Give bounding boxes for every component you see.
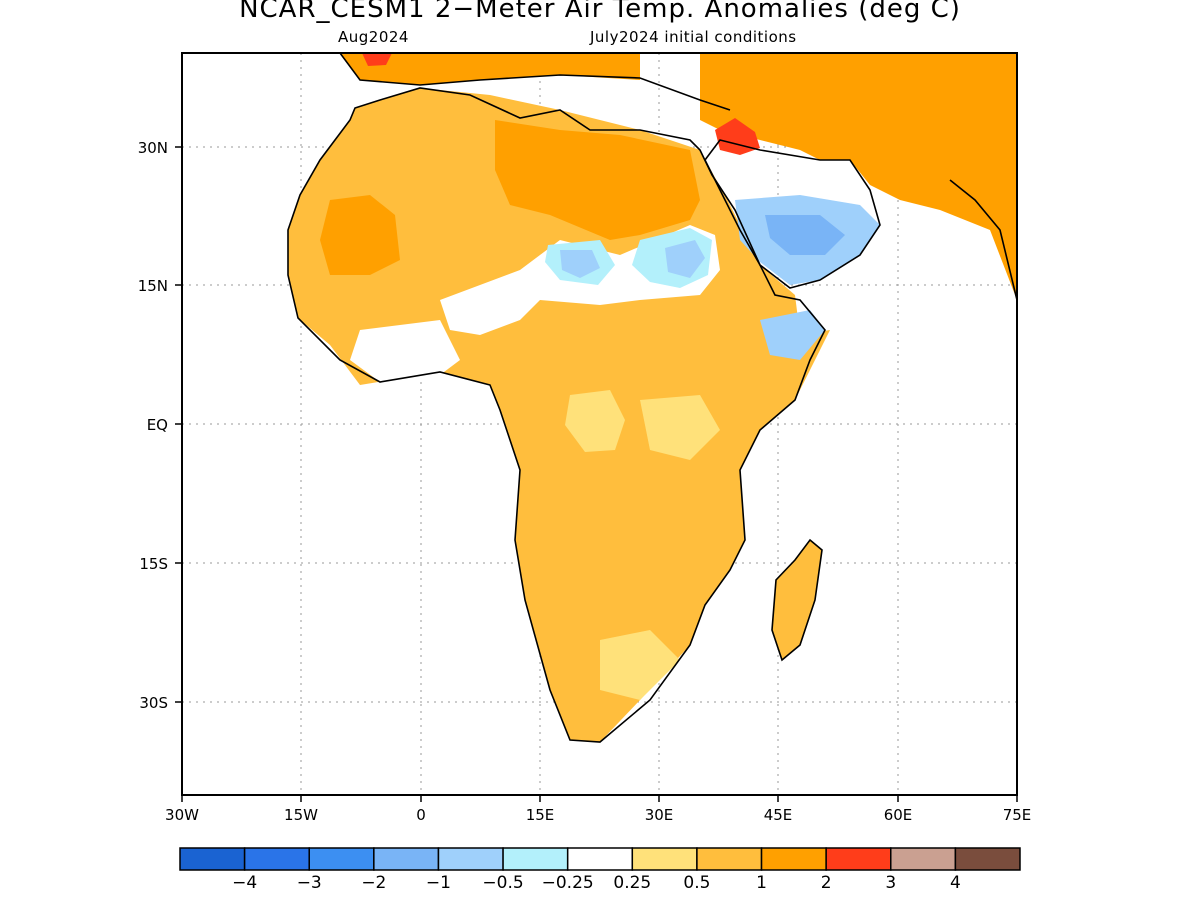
india-coastline [949,179,1017,301]
colorbar-label: −0.5 [482,873,523,893]
colorbar-swatch [760,847,827,871]
colorbar-label: 0.5 [683,873,710,893]
congo-neutral [565,390,625,452]
lon-label: 0 [416,806,426,824]
lon-label: 30W [165,806,199,824]
spain-hotspot [362,53,392,66]
colorbar-label: 0.25 [613,873,651,893]
arabia-coastline [704,139,881,289]
colorbar-swatch [179,847,246,871]
africa-coastline [287,87,826,743]
lon-label: 15E [526,806,555,824]
lat-labels: 30N 15N EQ 15S 30S [138,139,168,712]
northern-africa-anomaly [495,120,700,240]
lon-label: 75E [1003,806,1032,824]
lon-label: 15W [284,806,318,824]
colorbar-swatch [825,847,892,871]
colorbar-swatch [502,847,569,871]
lon-label: 45E [764,806,793,824]
tick-marks [175,146,1018,802]
colorbar-swatch [954,847,1021,871]
madagascar-anomaly [772,540,822,660]
coastlines [287,53,1017,743]
anomaly-shading [288,53,1017,742]
lon-label: 30E [645,806,674,824]
lat-label: 30S [139,694,168,712]
west-africa-neutral [350,320,460,382]
arabia-cool-core [765,215,845,255]
sudan-cool-core [665,240,705,278]
colorbar-label: 2 [821,873,832,893]
horn-cool-area [760,310,825,360]
middle-east-anomaly [700,53,1017,300]
colorbar-swatch [373,847,440,871]
valid-month: Aug2024 [338,28,409,46]
iberia-anomaly [340,53,640,85]
initial-conditions: July2024 initial conditions [590,28,797,46]
colorbar: −4 −3 −2 −1 −0.5 −0.25 0.25 0.5 1 2 3 4 [179,847,1021,893]
lon-labels: 30W 15W 0 15E 30E 45E 60E 75E [165,806,1031,824]
colorbar-label: −4 [232,873,257,893]
colorbar-label: −2 [361,873,386,893]
lat-label: 15S [139,555,168,573]
colorbar-label: 4 [950,873,961,893]
colorbar-label: −0.25 [542,873,594,893]
chad-cool-core [560,250,600,278]
east-africa-light [640,395,720,460]
madagascar-coastline [771,538,823,662]
lat-label: 15N [138,277,168,295]
map-title: NCAR_CESM1 2−Meter Air Temp. Anomalies (… [239,0,961,24]
colorbar-label: 1 [756,873,767,893]
colorbar-swatch [631,847,698,871]
colorbar-swatch [566,847,634,871]
colorbar-swatch [696,847,763,871]
lat-label: EQ [147,416,168,434]
colorbar-label: −1 [426,873,451,893]
lon-label: 60E [884,806,913,824]
colorbar-swatch [437,847,504,871]
colorbar-swatch [308,847,375,871]
iraq-anomaly [715,118,760,155]
western-sahara-anomaly [320,195,400,275]
colorbar-swatch [243,847,310,871]
colorbar-label: 3 [885,873,896,893]
lat-label: 30N [138,139,168,157]
europe-coastline [339,53,731,111]
colorbar-swatch [890,847,957,871]
colorbar-label: −3 [297,873,322,893]
southern-africa-light [600,630,680,700]
